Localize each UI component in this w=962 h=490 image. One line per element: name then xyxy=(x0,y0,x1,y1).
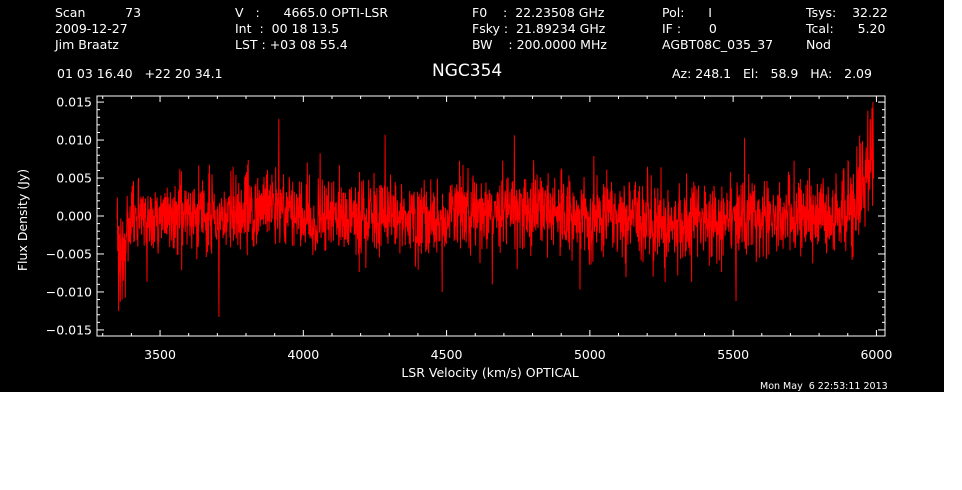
bandwidth: BW : 200.0000 MHz xyxy=(472,37,607,52)
lst-info: LST : +03 08 55.4 xyxy=(235,37,348,52)
polarization: Pol: I xyxy=(662,5,712,20)
observation-date: 2009-12-27 xyxy=(55,21,128,36)
az-el-ha: Az: 248.1 El: 58.9 HA: 2.09 xyxy=(672,66,872,81)
spectrum-chart: 3500 4000 4500 5000 5500 6000 −0.015 −0.010 −0.0… xyxy=(15,95,893,380)
integration-time: Int : 00 18 13.5 xyxy=(235,21,340,36)
x-tick-label: 5500 xyxy=(717,347,749,362)
chart-title: NGC354 xyxy=(432,61,503,81)
sky-frequency: Fsky : 21.89234 GHz xyxy=(472,21,606,36)
axes-layer: 3500 4000 4500 5000 5500 6000 −0.015 −0.010 −0.0… xyxy=(46,95,893,362)
x-tick-label: 4500 xyxy=(431,347,463,362)
system-temperature: Tsys: 32.22 xyxy=(806,5,888,20)
x-tick-label: 3500 xyxy=(144,347,176,362)
source-coordinates: 01 03 16.40 +22 20 34.1 xyxy=(57,66,223,81)
plot-panel: Scan 73 2009-12-27 Jim Braatz V : 4665.0… xyxy=(0,0,944,392)
observer-name: Jim Braatz xyxy=(55,37,119,52)
y-tick-label: 0.005 xyxy=(56,171,92,186)
x-axis-label: LSR Velocity (km/s) OPTICAL xyxy=(401,365,578,380)
procedure-name: Nod xyxy=(806,37,831,52)
y-tick-label: 0.010 xyxy=(56,133,92,148)
x-tick-label: 5000 xyxy=(574,347,606,362)
spectrum-series-line xyxy=(116,102,875,318)
y-tick-label: 0.015 xyxy=(56,95,92,110)
y-tick-label: 0.000 xyxy=(56,209,92,224)
x-tick-label: 6000 xyxy=(860,347,892,362)
velocity-info: V : 4665.0 OPTI-LSR xyxy=(235,5,389,20)
x-tick-label: 4000 xyxy=(287,347,319,362)
y-tick-label: −0.005 xyxy=(46,246,92,261)
plot-timestamp: Mon May 6 22:53:11 2013 xyxy=(760,381,888,392)
spectrum-trace-layer xyxy=(116,102,875,318)
project-id: AGBT08C_035_37 xyxy=(662,37,774,52)
if-number: IF : 0 xyxy=(662,21,717,36)
y-axis-label: Flux Density (Jy) xyxy=(15,169,30,271)
y-tick-label: −0.015 xyxy=(46,322,92,337)
calibration-temperature: Tcal: 5.20 xyxy=(806,21,886,36)
rest-frequency: F0 : 22.23508 GHz xyxy=(472,5,605,20)
y-tick-label: −0.010 xyxy=(46,284,92,299)
scan-number: Scan 73 xyxy=(55,5,142,20)
